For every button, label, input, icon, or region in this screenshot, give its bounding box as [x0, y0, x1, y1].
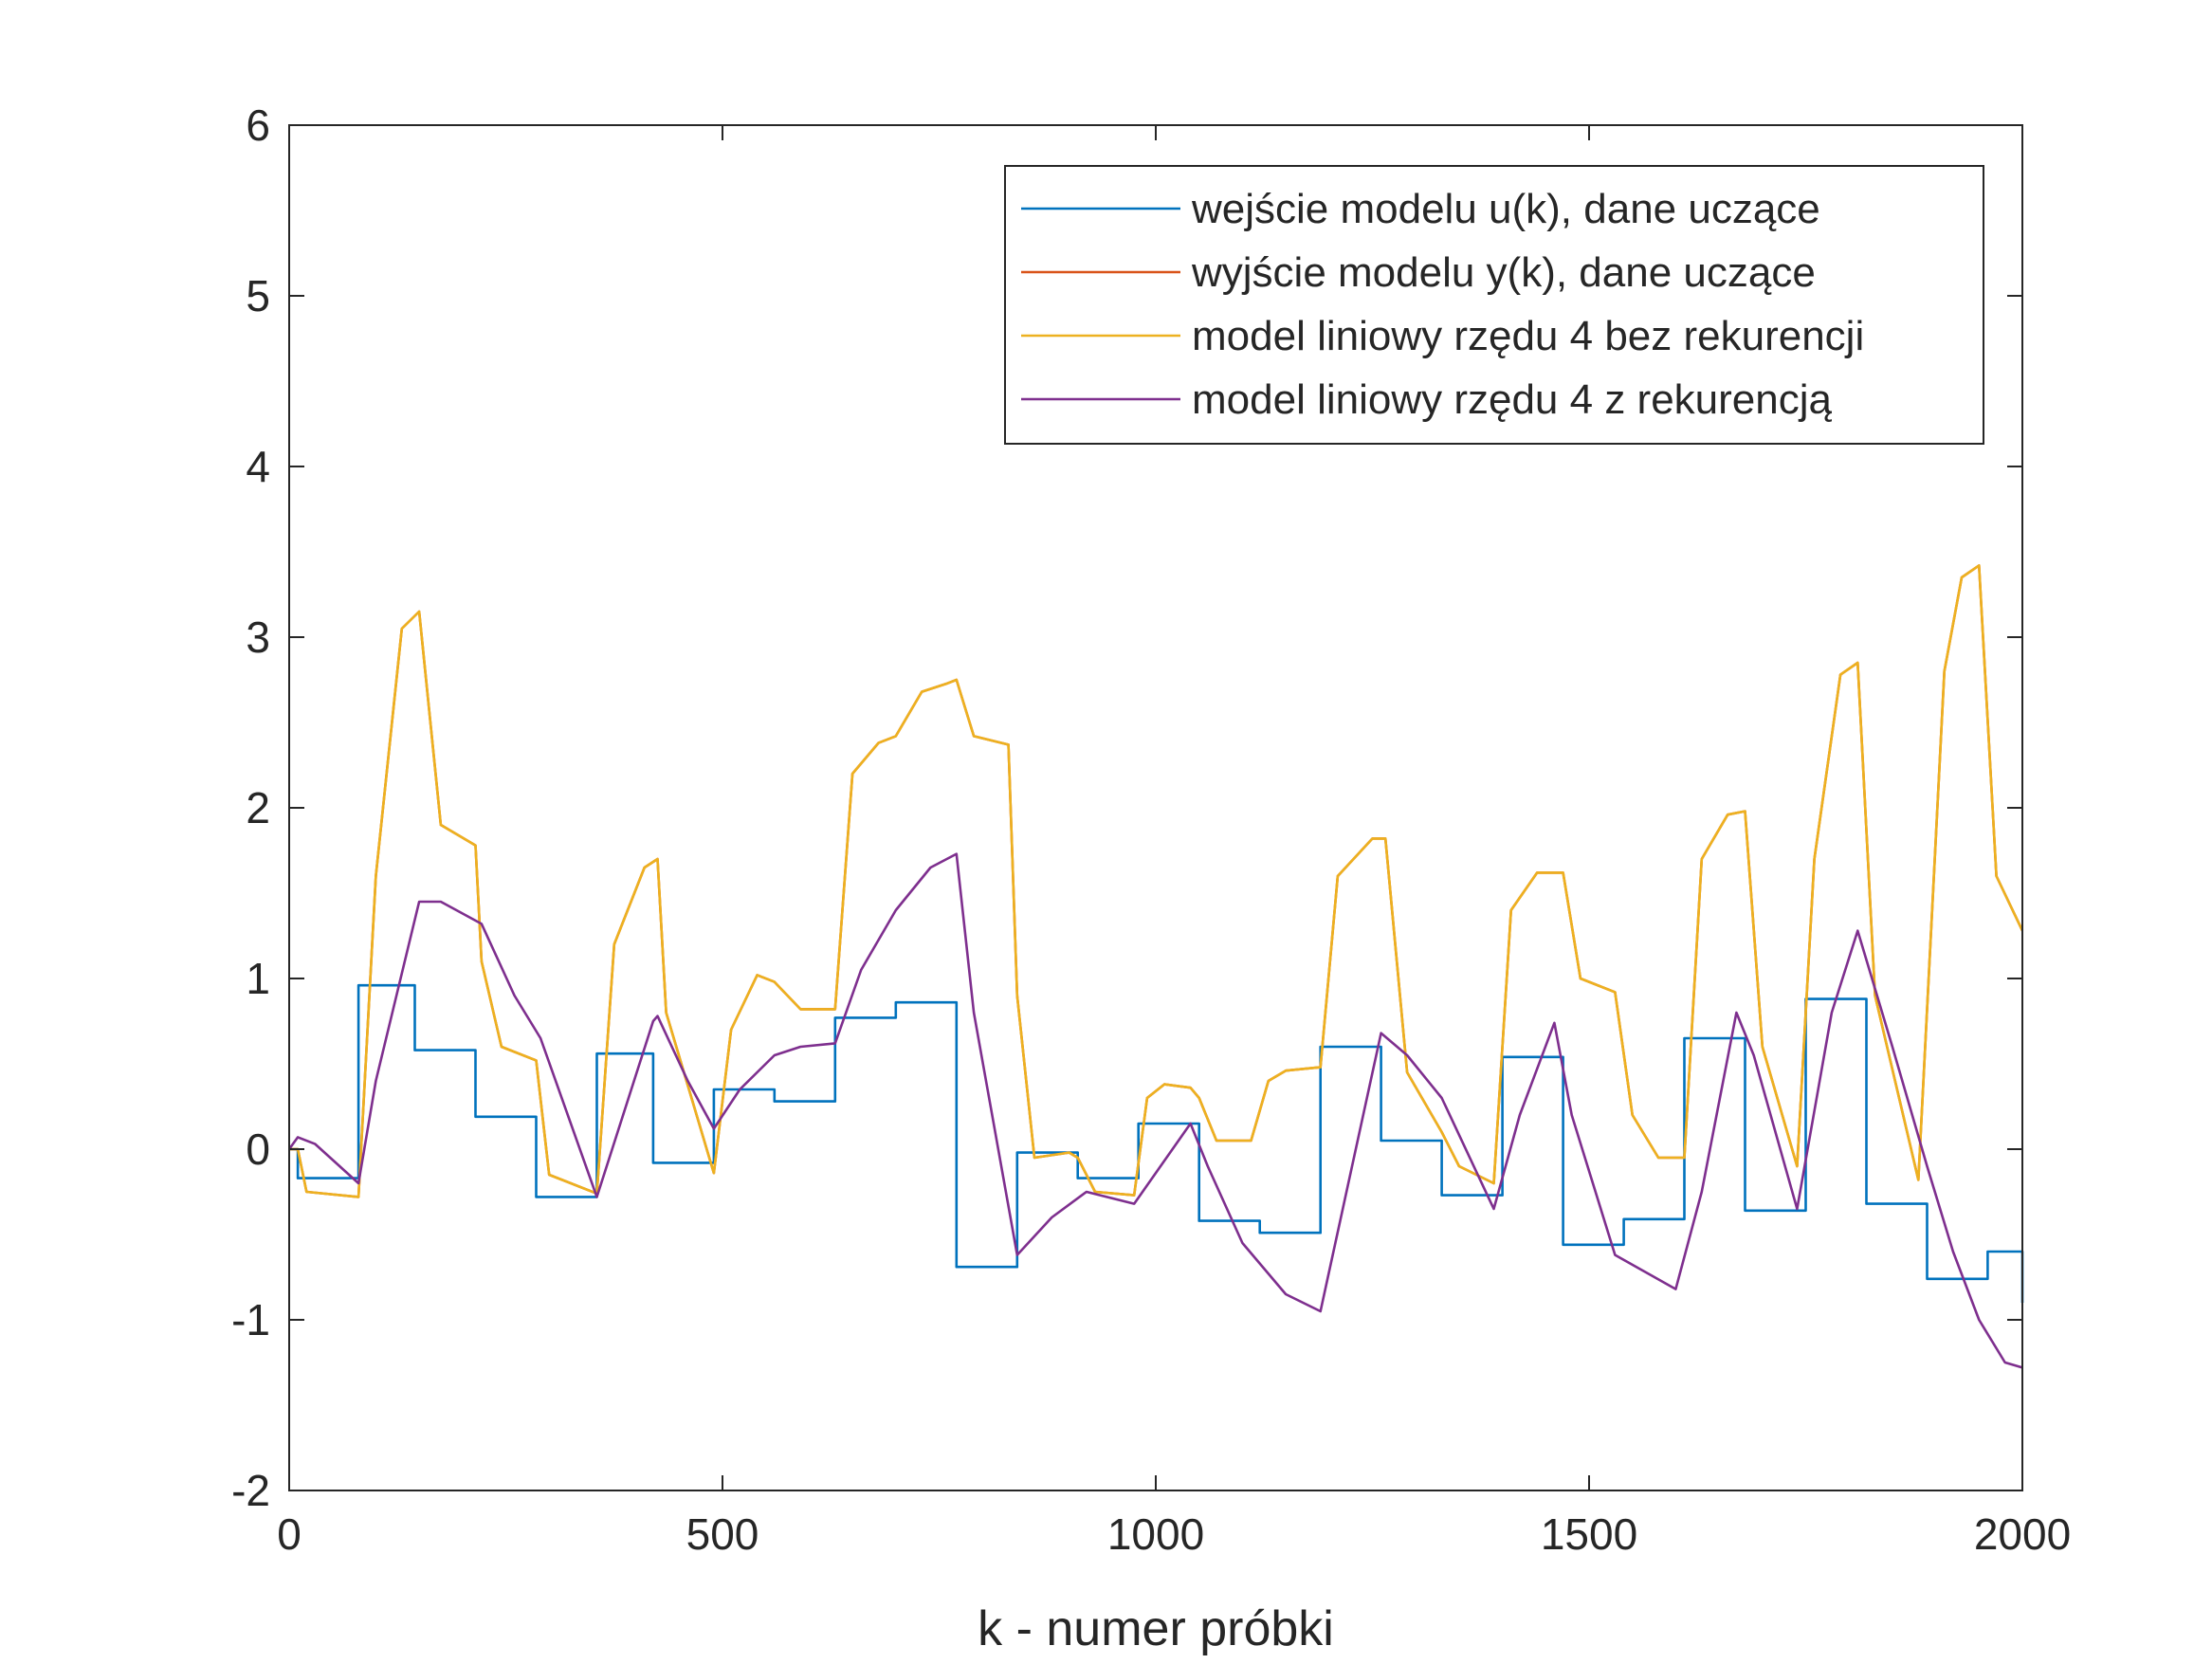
x-axis-ticks: 0 500 1000 1500 2000: [277, 125, 2071, 1559]
x-tick-label: 1000: [1107, 1509, 1204, 1559]
y-axis-ticks: -2 -1 0 1 2 3 4 5 6: [231, 101, 2022, 1515]
x-tick-label: 500: [686, 1509, 759, 1559]
legend: wejście modelu u(k), dane uczące wyjście …: [1004, 165, 1984, 445]
x-tick-label: 0: [277, 1509, 302, 1559]
series-line-1: [289, 983, 2024, 1303]
series-line-4: [287, 852, 2023, 1369]
y-tick-label: -2: [231, 1466, 270, 1515]
y-tick-label: 3: [246, 613, 270, 662]
y-tick-label: -1: [231, 1295, 270, 1344]
x-tick-label: 1500: [1541, 1509, 1637, 1559]
y-tick-label: 5: [246, 271, 270, 320]
x-axis-title: k - numer próbki: [978, 1601, 1334, 1656]
x-tick-label: 2000: [1974, 1509, 2071, 1559]
series-line-3: [289, 564, 2024, 1198]
legend-label-3: model liniowy rzędu 4 bez rekurencji: [1192, 313, 1864, 359]
y-tick-label: 1: [246, 954, 270, 1003]
series-layer: [287, 564, 2024, 1369]
legend-box: [1004, 165, 1984, 445]
y-tick-label: 4: [246, 442, 270, 491]
y-tick-label: 0: [246, 1125, 270, 1174]
y-tick-label: 2: [246, 783, 270, 832]
legend-label-1: wejście modelu u(k), dane uczące: [1191, 186, 1820, 232]
legend-label-2: wyjście modelu y(k), dane uczące: [1191, 249, 1816, 296]
legend-label-4: model liniowy rzędu 4 z rekurencją: [1192, 376, 1833, 423]
y-tick-label: 6: [246, 101, 270, 150]
